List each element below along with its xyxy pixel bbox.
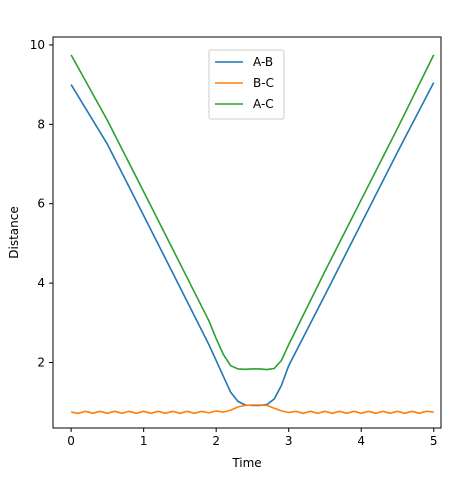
y-tick-label: 8	[37, 117, 45, 131]
y-tick-label: 6	[37, 197, 45, 211]
plot-area-frame	[52, 36, 442, 429]
legend-label-b-c: B-C	[253, 76, 274, 90]
x-tick-label: 0	[67, 434, 75, 448]
x-tick-label: 5	[430, 434, 438, 448]
series-layer	[70, 54, 435, 415]
y-tick-label: 10	[30, 38, 45, 52]
x-tick-label: 2	[212, 434, 220, 448]
x-tick-label: 4	[357, 434, 365, 448]
x-tick-label: 1	[140, 434, 148, 448]
legend: A-B B-C A-C	[208, 49, 285, 120]
y-axis-label: Distance	[7, 206, 21, 258]
y-tick-label: 2	[37, 356, 45, 370]
series-line-a-c	[70, 54, 435, 371]
x-axis-ticks: 0 1 2 3 4 5	[67, 428, 438, 448]
y-axis-ticks: 2 4 6 8 10	[30, 38, 53, 370]
legend-box	[208, 49, 285, 120]
legend-label-a-c: A-C	[253, 97, 274, 111]
x-tick-label: 3	[285, 434, 293, 448]
series-line-b-c	[70, 404, 434, 415]
legend-label-a-b: A-B	[253, 55, 273, 69]
y-tick-label: 4	[37, 276, 45, 290]
x-axis-label: Time	[231, 456, 261, 470]
